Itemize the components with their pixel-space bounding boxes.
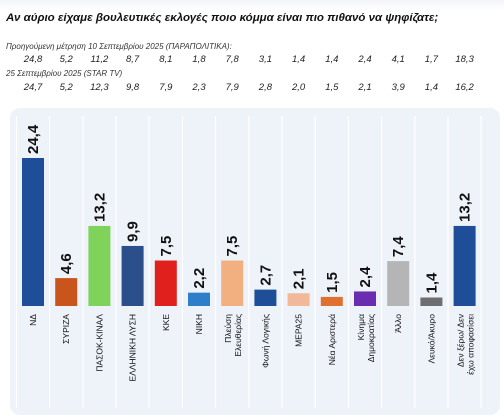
current-values-row: 24,7 5,2 12,3 9,8 7,9 2,3 7,9 2,8 2,0 1,5 2,1 3,9 1,…	[0, 82, 504, 94]
current-value: 2,3	[192, 82, 206, 93]
current-value: 2,8	[258, 82, 272, 93]
previous-value: 1,4	[325, 54, 339, 65]
bar	[320, 296, 343, 306]
previous-value: 2,4	[358, 54, 372, 65]
previous-value: 3,1	[258, 54, 272, 65]
previous-measurement-label: Προηγούμενη μέτρηση 10 Σεπτεμβρίου 2025 …	[6, 42, 232, 51]
plot-area: 24,4 ΝΔ 4,6 ΣΥΡΙΖΑ 13,2 ΠΑΣΟΚ-ΚΙΝΑΛ 9,9 ΕΛΛΗΝΙΚ…	[10, 108, 500, 415]
current-value: 7,9	[225, 82, 239, 93]
current-value: 24,7	[23, 82, 43, 93]
current-value: 12,3	[90, 82, 109, 93]
previous-value: 7,8	[225, 54, 239, 65]
bar-value-label: 1,5	[324, 272, 341, 293]
bar-chart: 24,4 ΝΔ 4,6 ΣΥΡΙΖΑ 13,2 ΠΑΣΟΚ-ΚΙΝΑΛ 9,9 ΕΛΛΗΝΙΚ…	[15, 116, 482, 408]
current-value: 3,9	[391, 82, 405, 93]
current-value: 2,0	[291, 82, 306, 93]
previous-value: 18,3	[455, 54, 474, 65]
current-value: 1,4	[424, 82, 438, 93]
category-label: Δεν ξέρω/ Δενέχω αποφασίσει	[456, 314, 476, 375]
category-label: ΚίνημαΔημοκρατίας	[356, 314, 376, 362]
bar	[354, 291, 376, 306]
bar-value-label: 24,4	[25, 124, 42, 154]
previous-value: 1,8	[192, 54, 206, 65]
current-value: 9,8	[125, 82, 140, 93]
bar-value-label: 2,7	[257, 265, 274, 286]
bar-value-label: 7,4	[390, 236, 407, 258]
bar	[287, 293, 310, 306]
previous-value: 4,1	[391, 54, 405, 65]
current-value: 7,9	[159, 82, 173, 93]
category-label: ΝΙΚΗ	[194, 314, 204, 334]
current-measurement-label: 25 Σεπτεμβρίου 2025 (STAR TV)	[6, 69, 123, 78]
current-value: 1,5	[325, 82, 339, 93]
bar	[55, 278, 78, 306]
previous-value: 5,2	[59, 54, 73, 65]
bar	[420, 297, 443, 306]
previous-value: 8,7	[125, 54, 140, 65]
previous-values-row: 24,8 5,2 11,2 8,7 8,1 1,8 7,8 3,1 1,4 1,4 2,4 4,1 1,…	[0, 54, 504, 66]
previous-value: 11,2	[90, 54, 109, 65]
bar	[254, 289, 277, 306]
category-label: ΚΚΕ	[161, 314, 171, 331]
bar-value-label: 4,6	[58, 253, 75, 274]
category-label: ΣΥΡΙΖΑ	[61, 314, 71, 344]
current-value: 5,2	[59, 82, 73, 93]
bar	[22, 158, 44, 306]
previous-value: 24,8	[23, 54, 43, 65]
bar-value-label: 7,5	[224, 236, 241, 257]
bar	[221, 260, 244, 306]
category-label: Νέα Αριστερά	[327, 314, 337, 365]
category-label: ΝΔ	[28, 314, 38, 326]
category-label: ΠλεύσηΕλευθερίας	[223, 314, 243, 357]
previous-value: 1,4	[291, 54, 306, 65]
category-label: Φωνή Λογικής	[260, 314, 270, 368]
current-value: 2,1	[358, 82, 372, 93]
bar-value-label: 13,2	[457, 193, 474, 222]
category-label: ΕΛΛΗΝΙΚΗ ΛΥΣΗ	[128, 314, 138, 381]
current-value: 16,2	[455, 82, 474, 93]
bar-value-label: 1,4	[423, 272, 440, 294]
category-label: ΠΑΣΟΚ-ΚΙΝΑΛ	[94, 314, 104, 372]
bar	[188, 292, 210, 306]
previous-value: 1,7	[424, 54, 438, 65]
category-label: ΜΕΡΑ25	[294, 314, 304, 347]
previous-value: 8,1	[159, 54, 173, 65]
category-label: Λευκό/Άκυρο	[426, 314, 436, 364]
bar-value-label: 2,2	[191, 268, 208, 289]
bar	[88, 225, 111, 306]
bar-value-label: 13,2	[91, 193, 108, 222]
bar-value-label: 2,4	[357, 266, 374, 288]
survey-question: Αν αύριο είχαμε βουλευτικές εκλογές ποιο…	[6, 12, 439, 24]
category-label: Άλλο	[393, 314, 403, 333]
bar-value-label: 2,1	[291, 268, 308, 289]
bar	[121, 245, 144, 306]
bar	[154, 260, 177, 306]
top-strip	[0, 0, 504, 10]
bar-value-label: 7,5	[158, 236, 175, 257]
bar	[387, 261, 410, 306]
bar-value-label: 9,9	[125, 221, 142, 242]
bar	[453, 225, 476, 306]
